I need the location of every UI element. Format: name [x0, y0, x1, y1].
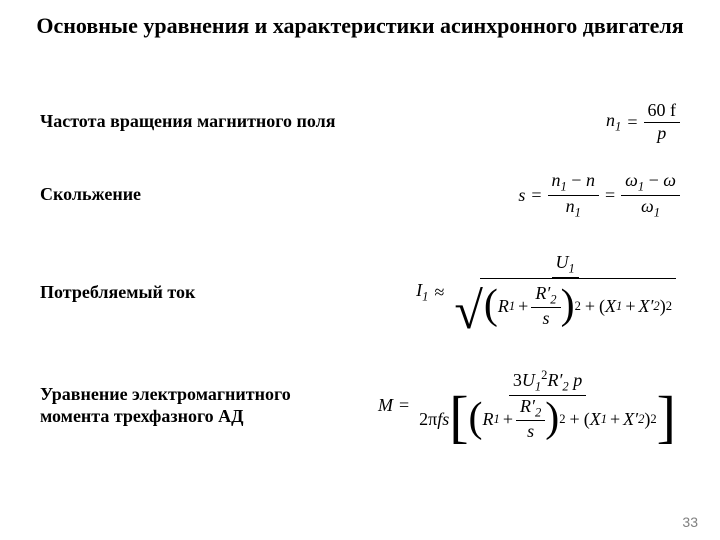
label-torque: Уравнение электромагнитного момента трех… [40, 384, 340, 427]
R2p4: R′ [547, 370, 562, 390]
sym-s: s [518, 185, 525, 206]
n1d: n [566, 196, 575, 216]
p4: p [573, 370, 582, 390]
s-den4: s [523, 421, 538, 443]
row-torque: Уравнение электромагнитного момента трех… [40, 368, 680, 443]
R1: R [498, 296, 509, 318]
formula-slip: s = n1 − n n1 = ω1 − ω ω [518, 170, 680, 220]
X1sub4: 1 [601, 412, 607, 426]
formula-torque: M = 3U12R′2 p 2πfs [ ( R1 + R′2 [378, 368, 680, 443]
R2p: R′ [535, 283, 550, 303]
Isub: 1 [422, 290, 428, 304]
R2pn4: R′ [520, 396, 535, 416]
R2sub: 2 [550, 292, 556, 306]
fraction: 60 f p [644, 100, 681, 144]
n1: n [552, 170, 561, 190]
X2p: X′ [638, 296, 653, 318]
pow2a: 2 [575, 299, 581, 314]
sub1: 1 [561, 180, 567, 194]
formula-current: I1 ≈ U1 √ ( R1 + R [416, 252, 680, 333]
op-eq: = [531, 185, 541, 206]
fraction-current: U1 √ ( R1 + R′2 s [450, 252, 680, 333]
w1d: ω [641, 196, 654, 216]
pow2b: 2 [666, 299, 672, 314]
X2p4: X′ [623, 409, 638, 431]
sub1d: 1 [575, 205, 581, 219]
op-minus2: − [649, 170, 659, 190]
R2sub4: 2 [562, 380, 568, 394]
op-plus4b: + [570, 409, 580, 431]
U: U [522, 370, 535, 390]
wsub1: 1 [638, 180, 644, 194]
Usub: 1 [569, 262, 575, 276]
op-plus4a: + [503, 409, 513, 431]
op-minus: − [571, 170, 581, 190]
frac-R2s4: R′2 s [516, 396, 545, 443]
s-den: s [538, 308, 553, 330]
w: ω [663, 170, 676, 190]
R1sub4: 1 [494, 412, 500, 426]
op-plus3: + [625, 296, 635, 318]
op-eq: = [399, 395, 409, 416]
label-slip: Скольжение [40, 184, 141, 206]
row-current: Потребляемый ток I1 ≈ U1 √ ( R1 + [40, 252, 680, 333]
row-rotation-frequency: Частота вращения магнитного поля n1 = 60… [40, 100, 680, 144]
label-current: Потребляемый ток [40, 282, 195, 304]
page-number: 33 [682, 514, 698, 530]
sym-n: n [606, 110, 615, 130]
three: 3 [513, 370, 522, 390]
R14: R [483, 409, 494, 431]
s4: s [442, 409, 449, 429]
op-plus2: + [585, 296, 595, 318]
n: n [586, 170, 595, 190]
sub-1: 1 [615, 119, 621, 133]
U: U [556, 252, 569, 272]
fraction-torque: 3U12R′2 p 2πfs [ ( R1 + R′2 s [415, 368, 680, 443]
slide-title: Основные уравнения и характеристики асин… [0, 12, 720, 40]
label-rotation-frequency: Частота вращения магнитного поля [40, 111, 336, 133]
wsub1d: 1 [654, 205, 660, 219]
fraction-omega: ω1 − ω ω1 [621, 170, 680, 220]
slide: Основные уравнения и характеристики асин… [0, 0, 720, 540]
sqrt: √ ( R1 + R′2 s )2 [454, 278, 676, 330]
pow2c: 2 [559, 412, 565, 427]
X14: X [590, 409, 601, 431]
formula-rotation-frequency: n1 = 60 f p [606, 100, 680, 144]
op-plus: + [518, 296, 528, 318]
X1sub: 1 [616, 299, 622, 313]
op-eq: = [627, 112, 637, 133]
fraction-n: n1 − n n1 [548, 170, 599, 220]
den-p: p [653, 123, 670, 145]
op-approx: ≈ [434, 282, 444, 303]
num-60f: 60 f [648, 100, 677, 120]
R1sub: 1 [509, 299, 515, 313]
w1: ω [625, 170, 638, 190]
R2subn4: 2 [535, 405, 541, 419]
twopi: 2π [419, 409, 437, 429]
sym-M: M [378, 395, 393, 416]
op-eq2: = [605, 185, 615, 206]
op-plus4c: + [610, 409, 620, 431]
row-slip: Скольжение s = n1 − n n1 = ω1 − ω [40, 170, 680, 220]
X1: X [605, 296, 616, 318]
frac-R2s: R′2 s [531, 283, 560, 330]
